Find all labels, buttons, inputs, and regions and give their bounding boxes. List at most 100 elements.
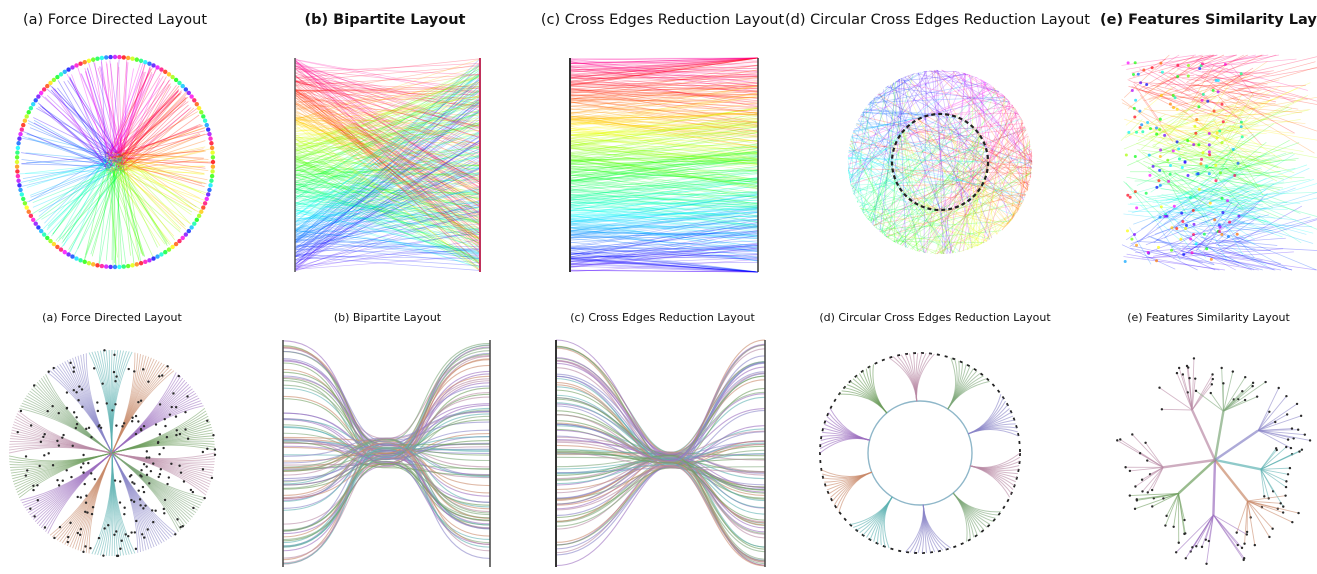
edge — [1179, 69, 1270, 99]
node — [1123, 260, 1127, 264]
node — [95, 263, 100, 268]
edge — [569, 57, 759, 75]
node — [1159, 148, 1163, 152]
edge — [977, 158, 989, 246]
node — [1286, 473, 1290, 476]
edge — [1226, 54, 1277, 71]
edge — [569, 171, 759, 197]
edge — [294, 67, 481, 220]
edge — [569, 227, 759, 229]
edge — [1221, 199, 1301, 204]
edge — [1160, 188, 1262, 200]
edge — [1125, 182, 1158, 223]
edge — [881, 193, 976, 234]
edge — [1180, 222, 1254, 229]
edge — [294, 188, 481, 221]
node — [38, 228, 44, 234]
edge — [569, 133, 759, 137]
node — [206, 127, 211, 132]
edge — [888, 134, 902, 239]
edge — [1001, 93, 1010, 103]
edge — [569, 253, 759, 273]
node — [201, 450, 205, 454]
edge — [1016, 152, 1032, 213]
edge — [569, 132, 759, 165]
edge — [294, 241, 481, 254]
edge — [1177, 54, 1217, 70]
node — [157, 440, 160, 444]
edge — [1219, 180, 1284, 189]
edge — [948, 114, 974, 248]
edge — [569, 189, 759, 198]
bundled-edge — [1257, 411, 1270, 431]
node — [142, 490, 146, 494]
edge — [569, 218, 759, 239]
node — [1198, 66, 1202, 70]
node — [78, 61, 83, 66]
edge — [294, 133, 481, 236]
edge — [1157, 207, 1255, 219]
edge — [569, 179, 759, 205]
edge — [569, 135, 759, 161]
edge — [1196, 191, 1263, 212]
edge — [294, 203, 481, 221]
edge — [294, 73, 481, 104]
edge — [862, 112, 923, 207]
edge — [987, 100, 1010, 167]
edge — [294, 168, 481, 171]
edge — [294, 156, 481, 200]
edge — [1126, 54, 1211, 70]
edge — [294, 200, 481, 229]
edge — [294, 223, 481, 239]
edge — [117, 157, 186, 227]
edge — [122, 167, 140, 262]
edge — [106, 151, 203, 185]
edge — [294, 88, 481, 246]
edge — [864, 108, 937, 115]
edge — [569, 159, 759, 190]
edge — [294, 110, 481, 234]
edge — [294, 67, 481, 184]
edge — [294, 58, 481, 121]
edge — [895, 73, 967, 243]
edge — [885, 85, 889, 89]
node — [1291, 520, 1294, 524]
edge — [569, 230, 759, 240]
edge — [1199, 174, 1263, 188]
edge — [1178, 256, 1259, 271]
edge — [849, 96, 876, 183]
node — [141, 533, 144, 536]
edge — [294, 176, 481, 244]
node — [186, 395, 189, 398]
edge — [294, 151, 481, 186]
edge — [1192, 207, 1267, 219]
edge — [116, 71, 146, 165]
edge — [569, 155, 759, 182]
edge — [106, 156, 206, 184]
bundled-edge — [111, 405, 204, 454]
node — [158, 473, 162, 476]
edge — [294, 85, 481, 169]
node — [1166, 158, 1170, 162]
edge — [569, 202, 759, 208]
edge — [980, 107, 1015, 245]
edge — [1161, 78, 1208, 97]
edge — [294, 133, 481, 136]
edge — [569, 107, 759, 139]
edge — [569, 85, 759, 122]
node — [133, 531, 137, 534]
edge — [1202, 143, 1280, 169]
node — [1158, 168, 1162, 172]
node — [1205, 164, 1209, 168]
edge — [569, 147, 759, 181]
edge — [851, 135, 854, 193]
edge — [294, 79, 481, 177]
node — [210, 159, 216, 165]
edge — [864, 90, 999, 216]
node — [204, 122, 209, 128]
edge — [1128, 54, 1214, 80]
edge — [1003, 96, 1014, 218]
edge — [1231, 216, 1311, 240]
graph-plot-bipartite-bundled — [282, 340, 491, 567]
node — [1211, 373, 1214, 376]
